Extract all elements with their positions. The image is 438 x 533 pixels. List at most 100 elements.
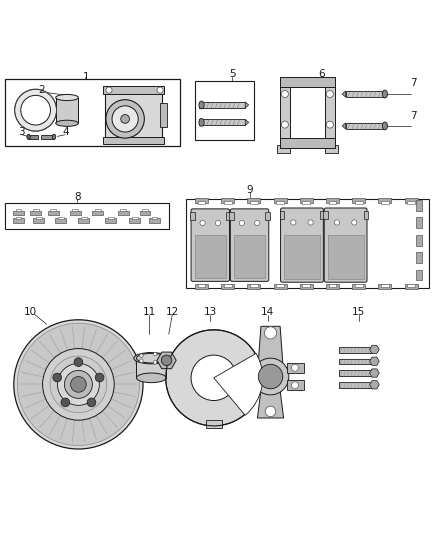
- Circle shape: [258, 364, 283, 389]
- Bar: [92, 211, 103, 215]
- Bar: [56, 98, 78, 123]
- Bar: [417, 270, 422, 280]
- Bar: [326, 198, 339, 203]
- Circle shape: [17, 323, 140, 446]
- Bar: [15, 217, 21, 220]
- Bar: [199, 119, 245, 125]
- Bar: [280, 77, 335, 87]
- Bar: [280, 212, 284, 220]
- Bar: [274, 198, 287, 203]
- Circle shape: [352, 220, 357, 225]
- Circle shape: [282, 121, 288, 128]
- Bar: [48, 211, 59, 215]
- Bar: [13, 211, 24, 215]
- Circle shape: [161, 355, 172, 366]
- Circle shape: [326, 91, 333, 98]
- Bar: [137, 358, 166, 378]
- Bar: [195, 198, 208, 203]
- Text: 3: 3: [18, 127, 25, 138]
- Bar: [106, 219, 117, 223]
- Ellipse shape: [199, 101, 204, 109]
- Bar: [417, 252, 422, 263]
- Bar: [5, 203, 169, 229]
- Bar: [33, 219, 44, 223]
- Bar: [378, 284, 392, 289]
- Bar: [140, 211, 150, 215]
- Text: 10: 10: [24, 308, 37, 317]
- Bar: [190, 212, 194, 220]
- Bar: [106, 92, 162, 140]
- Circle shape: [112, 106, 138, 132]
- Circle shape: [308, 220, 313, 225]
- Bar: [199, 102, 245, 108]
- Ellipse shape: [137, 353, 166, 363]
- Bar: [198, 284, 205, 287]
- Text: 6: 6: [318, 69, 325, 79]
- Bar: [120, 209, 126, 212]
- Bar: [328, 201, 336, 204]
- Bar: [364, 212, 368, 220]
- Bar: [280, 79, 290, 140]
- Circle shape: [14, 320, 143, 449]
- Text: 1: 1: [82, 71, 89, 82]
- Circle shape: [21, 95, 50, 125]
- Text: 9: 9: [246, 185, 253, 195]
- Bar: [378, 198, 392, 203]
- Bar: [247, 284, 261, 289]
- Text: 15: 15: [352, 308, 365, 317]
- Polygon shape: [325, 145, 338, 153]
- Bar: [339, 382, 372, 388]
- Bar: [355, 201, 363, 204]
- Circle shape: [153, 361, 157, 364]
- Polygon shape: [245, 119, 249, 125]
- Bar: [417, 200, 422, 211]
- Bar: [28, 135, 38, 139]
- Bar: [224, 284, 232, 287]
- Text: 4: 4: [62, 127, 69, 138]
- Ellipse shape: [56, 94, 78, 101]
- Bar: [70, 211, 81, 215]
- Circle shape: [74, 358, 83, 367]
- Bar: [234, 235, 265, 278]
- Circle shape: [239, 221, 244, 225]
- Circle shape: [95, 373, 104, 382]
- Bar: [41, 135, 54, 139]
- Bar: [302, 284, 310, 287]
- Circle shape: [334, 220, 339, 225]
- Bar: [346, 91, 385, 97]
- Bar: [78, 219, 89, 223]
- Polygon shape: [258, 391, 284, 418]
- Circle shape: [254, 221, 260, 225]
- Circle shape: [282, 91, 288, 98]
- Bar: [325, 79, 335, 140]
- Circle shape: [291, 220, 296, 225]
- Bar: [55, 219, 66, 223]
- Wedge shape: [214, 353, 263, 415]
- Circle shape: [166, 330, 262, 426]
- Bar: [186, 199, 428, 288]
- Bar: [339, 359, 372, 364]
- Bar: [417, 235, 422, 246]
- Polygon shape: [342, 91, 346, 97]
- Circle shape: [53, 373, 62, 382]
- Bar: [142, 209, 148, 212]
- Ellipse shape: [137, 373, 166, 383]
- Bar: [118, 211, 129, 215]
- Circle shape: [153, 352, 157, 356]
- Bar: [95, 209, 101, 212]
- Bar: [339, 347, 372, 352]
- Circle shape: [64, 370, 92, 398]
- Bar: [320, 212, 324, 220]
- Bar: [346, 123, 385, 129]
- Bar: [160, 103, 166, 127]
- Bar: [328, 235, 364, 279]
- Bar: [326, 284, 339, 289]
- Circle shape: [291, 364, 298, 372]
- Polygon shape: [277, 145, 290, 153]
- Bar: [198, 201, 205, 204]
- Text: 12: 12: [166, 308, 179, 317]
- Ellipse shape: [382, 90, 388, 98]
- Bar: [221, 284, 234, 289]
- Bar: [13, 219, 24, 223]
- Bar: [36, 217, 42, 220]
